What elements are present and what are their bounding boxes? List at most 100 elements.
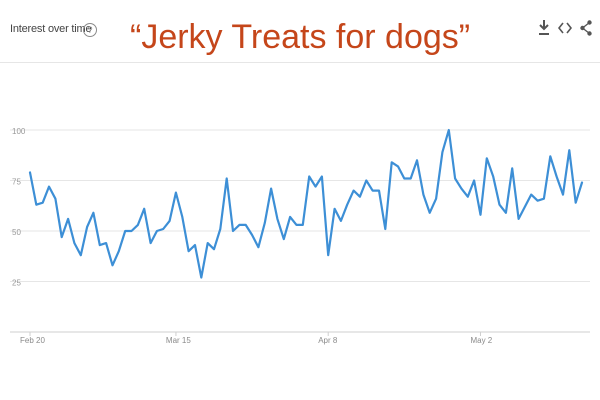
data-point — [359, 196, 361, 198]
data-point — [80, 254, 82, 256]
data-point — [454, 178, 456, 180]
help-icon[interactable]: ? — [83, 23, 97, 37]
data-point — [124, 230, 126, 232]
data-point — [207, 242, 209, 244]
data-point — [448, 129, 450, 131]
data-point — [499, 204, 501, 206]
data-point — [283, 238, 285, 240]
data-point — [365, 180, 367, 182]
data-point — [416, 159, 418, 161]
data-point — [194, 244, 196, 246]
data-point — [289, 216, 291, 218]
data-point — [296, 224, 298, 226]
data-point — [429, 212, 431, 214]
download-icon[interactable] — [538, 19, 550, 37]
data-point — [118, 250, 120, 252]
data-point — [435, 198, 437, 200]
chart-title: “Jerky Treats for dogs” — [130, 18, 471, 56]
data-point — [568, 149, 570, 151]
series-line — [28, 128, 584, 279]
data-point — [556, 176, 558, 178]
data-point — [372, 190, 374, 192]
data-point — [480, 214, 482, 216]
data-point — [169, 220, 171, 222]
data-point — [378, 190, 380, 192]
data-point — [181, 216, 183, 218]
data-point — [200, 277, 202, 279]
data-point — [213, 248, 215, 250]
data-point — [251, 234, 253, 236]
data-point — [575, 202, 577, 204]
data-point — [92, 212, 94, 214]
data-point — [410, 178, 412, 180]
data-point — [422, 194, 424, 196]
data-point — [276, 218, 278, 220]
data-point — [397, 165, 399, 167]
data-point — [143, 208, 145, 210]
data-point — [391, 161, 393, 163]
data-point — [346, 204, 348, 206]
data-point — [270, 188, 272, 190]
data-point — [530, 194, 532, 196]
data-point — [238, 224, 240, 226]
data-point — [264, 222, 266, 224]
x-tick-label: Feb 20 — [20, 336, 45, 345]
data-point — [99, 244, 101, 246]
data-point — [137, 224, 139, 226]
y-tick-label: 50 — [12, 228, 21, 237]
data-point — [384, 228, 386, 230]
data-point — [492, 176, 494, 178]
data-point — [581, 182, 583, 184]
line-chart: 25 50 75 100 Feb 20 Mar 15 Apr 8 May 2 — [10, 127, 590, 345]
share-icon[interactable] — [580, 19, 592, 37]
x-tick-label: Mar 15 — [166, 336, 191, 345]
data-point — [467, 196, 469, 198]
data-point — [131, 230, 133, 232]
data-point — [54, 198, 56, 200]
x-tick-label: May 2 — [470, 336, 492, 345]
data-point — [35, 204, 37, 206]
data-point — [232, 230, 234, 232]
data-point — [562, 194, 564, 196]
data-point — [327, 254, 329, 256]
data-point — [42, 202, 44, 204]
data-point — [334, 208, 336, 210]
data-point — [188, 250, 190, 252]
data-point — [441, 151, 443, 153]
data-point — [473, 180, 475, 182]
data-point — [403, 178, 405, 180]
data-point — [175, 192, 177, 194]
data-point — [486, 157, 488, 159]
data-point — [511, 167, 513, 169]
data-point — [257, 246, 259, 248]
data-point — [537, 200, 539, 202]
data-point — [245, 224, 247, 226]
data-point — [308, 176, 310, 178]
y-tick-label: 75 — [12, 178, 21, 187]
chart-area: 25 50 75 100 Feb 20 Mar 15 Apr 8 May 2 — [0, 63, 600, 400]
embed-icon[interactable] — [558, 19, 572, 37]
widget-title: Interest over time — [10, 23, 92, 35]
data-point — [112, 264, 114, 266]
y-tick-label: 100 — [12, 127, 26, 136]
x-tick-label: Apr 8 — [318, 336, 338, 345]
data-point — [86, 226, 88, 228]
y-tick-label: 25 — [12, 279, 21, 288]
data-point — [73, 242, 75, 244]
data-point — [460, 188, 462, 190]
data-point — [162, 228, 164, 230]
data-point — [353, 190, 355, 192]
data-point — [226, 178, 228, 180]
data-point — [549, 155, 551, 157]
data-point — [505, 212, 507, 214]
data-point — [524, 206, 526, 208]
data-point — [67, 218, 69, 220]
data-point — [105, 242, 107, 244]
data-point — [321, 176, 323, 178]
data-point — [150, 242, 152, 244]
data-point — [219, 228, 221, 230]
data-point — [61, 236, 63, 238]
data-point — [543, 198, 545, 200]
data-point — [156, 230, 158, 232]
